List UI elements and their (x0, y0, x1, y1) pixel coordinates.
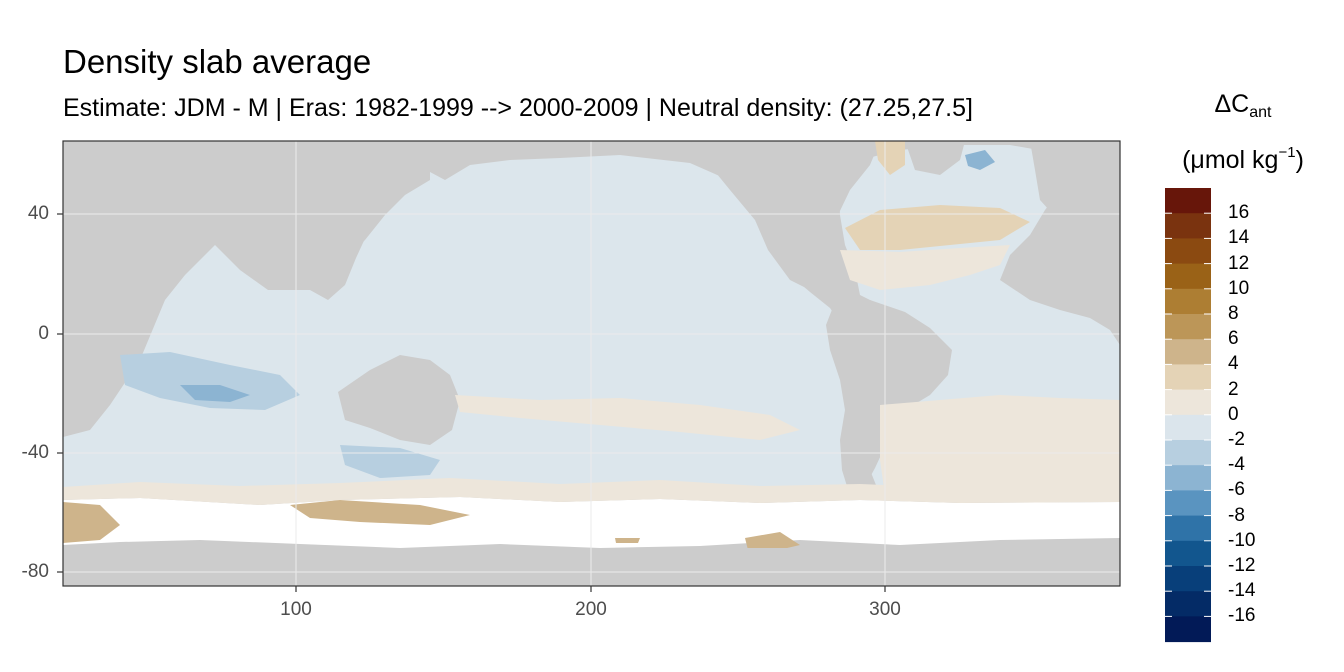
map-panel (63, 141, 1120, 586)
x-axis-ticks (295, 586, 886, 592)
y-tick-label: -40 (21, 442, 49, 463)
chart-title: Density slab average (63, 43, 372, 80)
legend-color-bin (1165, 364, 1211, 391)
patch-ross-positive (745, 532, 800, 552)
patch-subpolar-positive (875, 141, 905, 175)
y-tick-label: 40 (27, 203, 49, 224)
patch-labrador-negative (965, 150, 995, 170)
legend-label: -6 (1228, 479, 1245, 501)
legend-label: 0 (1228, 403, 1239, 425)
x-tick-label: 100 (280, 599, 312, 620)
legend-color-bin (1165, 263, 1211, 290)
patch-indian-negative (120, 352, 300, 410)
legend-label: 10 (1228, 277, 1250, 299)
patch-east-antarctic-positive (290, 500, 470, 525)
legend-label: -16 (1228, 605, 1256, 627)
legend-label: -8 (1228, 504, 1245, 526)
y-tick-label: 0 (38, 323, 49, 344)
patch-north-atlantic-positive (845, 205, 1030, 250)
legend-unit: (μmol kg−1) (1182, 144, 1304, 174)
legend-color-bar (1165, 188, 1211, 643)
legend-label: -14 (1228, 580, 1256, 602)
legend-label: -4 (1228, 454, 1245, 476)
legend-color-bin (1165, 540, 1211, 567)
legend-color-bin (1165, 515, 1211, 542)
legend-label: -2 (1228, 429, 1245, 450)
legend-label: 16 (1228, 202, 1250, 224)
legend-color-bin (1165, 188, 1211, 214)
land-north-america (690, 141, 880, 290)
x-tick-label: 200 (575, 599, 607, 620)
patch-south-atlantic-positive (880, 395, 1120, 497)
legend-color-bin (1165, 213, 1211, 239)
land-greenland (905, 141, 965, 175)
legend-label: 12 (1228, 252, 1250, 274)
legend-color-bin (1165, 339, 1211, 365)
legend-color-bin (1165, 591, 1211, 617)
legend-color-bin (1165, 238, 1211, 265)
legend-title: ΔCant (1214, 90, 1272, 121)
land-asia (140, 141, 430, 285)
patch-amundsen-positive (615, 538, 640, 543)
legend-label: -12 (1228, 555, 1256, 576)
legend-color-bin (1165, 389, 1211, 416)
legend-color-bin (1165, 414, 1211, 441)
legend-label: -10 (1228, 529, 1256, 551)
legend-color-bin (1165, 616, 1211, 643)
patch-indian-negative-core (180, 385, 250, 402)
legend-label: 14 (1228, 227, 1250, 249)
land-africa-east (1070, 250, 1120, 300)
legend-color-bin (1165, 314, 1211, 340)
legend-color-bin (1165, 288, 1211, 315)
legend-label: 8 (1228, 303, 1239, 324)
y-tick-label: -80 (21, 561, 49, 582)
patch-weddell-positive (63, 502, 120, 543)
x-tick-label: 300 (869, 599, 901, 620)
legend-color-bin (1165, 566, 1211, 592)
legend-color-bin (1165, 490, 1211, 517)
legend-label: 6 (1228, 328, 1239, 350)
land-australia (338, 355, 460, 445)
legend-color-bin (1165, 440, 1211, 466)
land-europe (1030, 141, 1120, 245)
patch-south-pacific-positive (455, 395, 800, 440)
land-africa (63, 245, 150, 430)
grid-lines (63, 141, 1120, 586)
legend-label: 4 (1228, 353, 1239, 375)
patch-north-atlantic-pale (840, 245, 1010, 290)
legend-label: 2 (1228, 378, 1239, 400)
y-axis-ticks (57, 213, 63, 573)
chart-subtitle: Estimate: JDM - M | Eras: 1982-1999 --> … (63, 94, 973, 122)
legend-color-bin (1165, 465, 1211, 491)
land-south-america (826, 300, 952, 496)
